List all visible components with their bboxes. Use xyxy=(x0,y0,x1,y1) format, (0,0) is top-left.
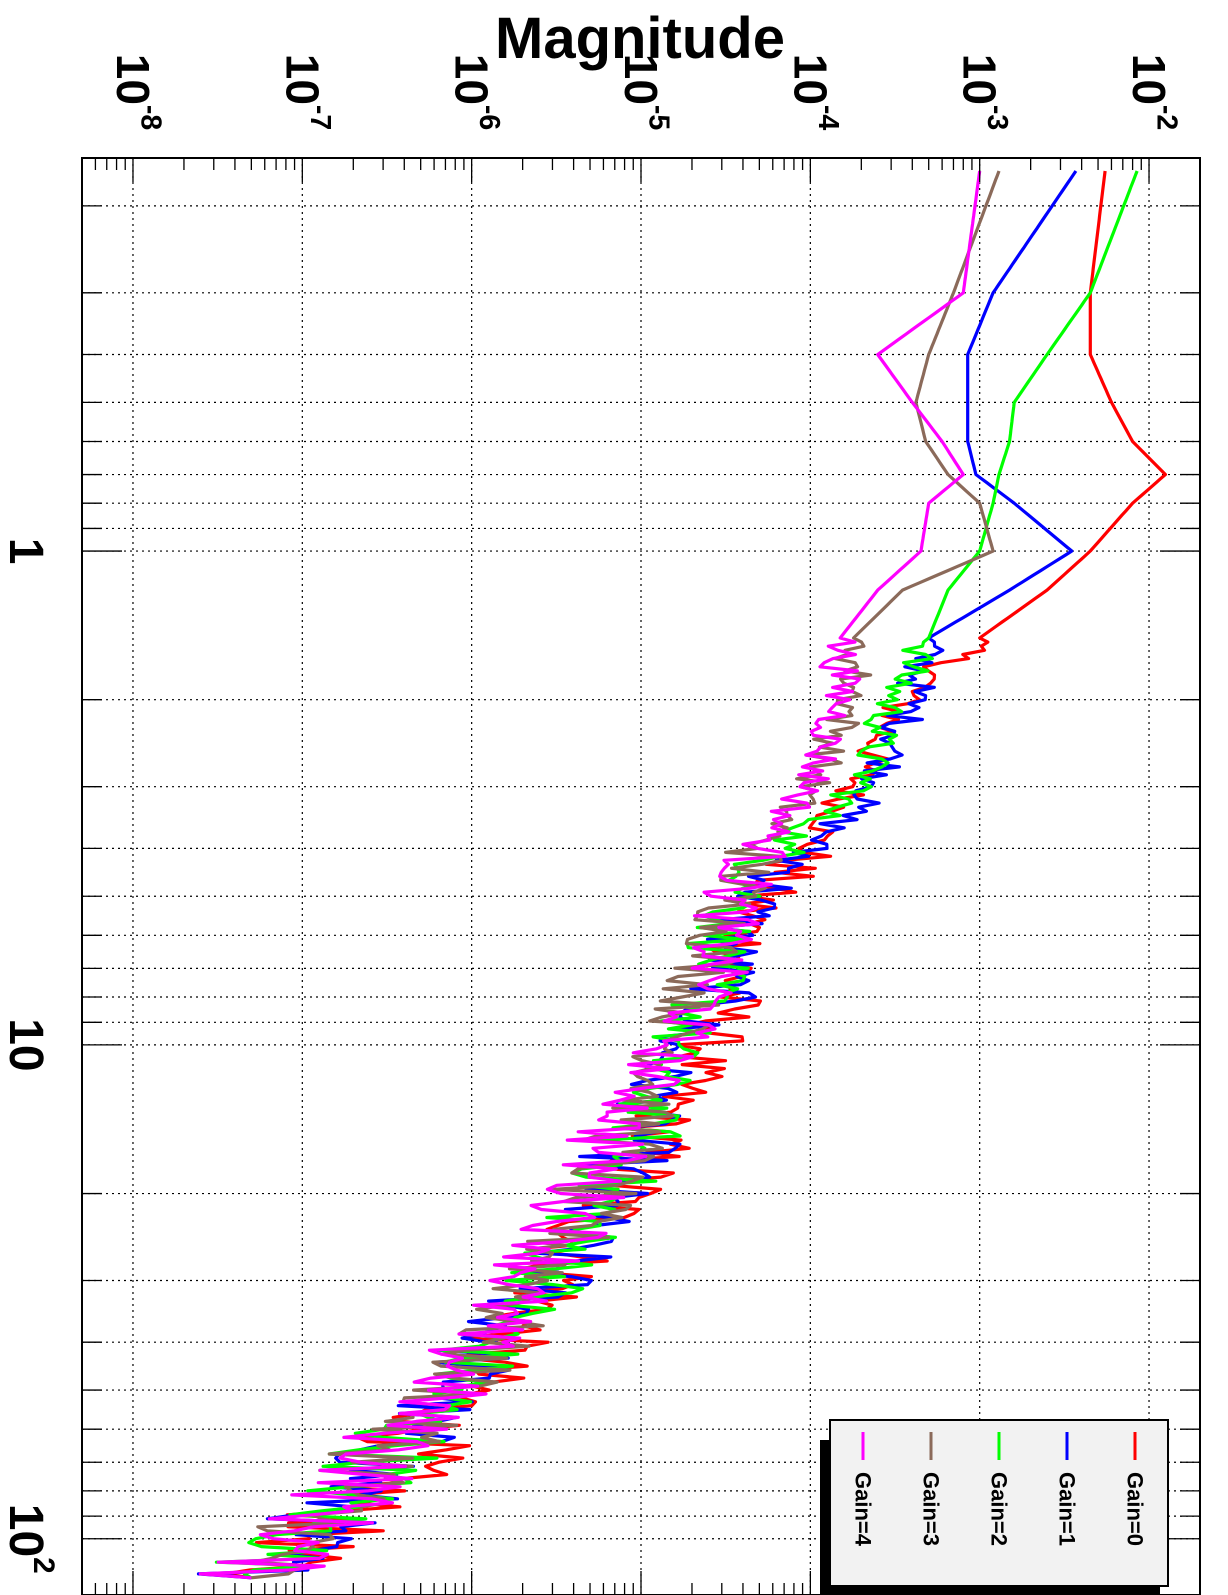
legend: Gain=0 Gain=1 Gain=2 Gain=3 Gain=4 xyxy=(820,1419,1169,1595)
tick-label-magnitude: 10-3 xyxy=(954,54,1013,131)
tick-label-frequency: 10 xyxy=(0,1018,53,1071)
tick-label-mantissa: 10 xyxy=(0,1504,53,1557)
tick-label-magnitude-text: 10-6 xyxy=(446,54,505,131)
tick-label-exponent: -2 xyxy=(1151,105,1183,130)
series-layer xyxy=(196,170,1168,1580)
tick-label-magnitude-text: 10-3 xyxy=(954,54,1013,131)
legend-label: Gain=4 xyxy=(851,1472,876,1547)
tick-label-magnitude-text: 10-8 xyxy=(107,54,166,131)
tick-label-frequency: 1 xyxy=(0,538,53,565)
tick-label-magnitude: 10-8 xyxy=(107,54,166,131)
tick-label-mantissa: 10 xyxy=(0,1018,53,1071)
legend-label: Gain=0 xyxy=(1123,1472,1148,1546)
tick-label-mantissa: 10 xyxy=(954,54,1006,105)
series-line-gain-4 xyxy=(198,170,982,1580)
tick-label-mantissa: 10 xyxy=(784,54,836,105)
tick-label-magnitude-text: 10-7 xyxy=(276,54,335,131)
tick-label-magnitude-text: 10-2 xyxy=(1123,54,1182,131)
tick-label-magnitude-text: 10-4 xyxy=(784,54,843,131)
tick-label-frequency-text: 10 xyxy=(0,1018,53,1071)
series-line-gain-0 xyxy=(223,170,1168,1580)
legend-entry: Gain=2 xyxy=(987,1472,1012,1546)
tick-label-mantissa: 10 xyxy=(276,54,328,105)
tick-label-magnitude: 10-5 xyxy=(615,54,674,131)
legend-label: Gain=3 xyxy=(919,1472,944,1546)
legend-label: Gain=2 xyxy=(987,1472,1012,1546)
tick-label-exponent: -6 xyxy=(473,105,505,130)
tick-label-mantissa: 10 xyxy=(446,54,498,105)
tick-label-exponent: -4 xyxy=(812,105,844,130)
tick-label-mantissa: 10 xyxy=(107,54,159,105)
tick-label-frequency-text: 102 xyxy=(0,1504,61,1574)
legend-entry: Gain=4 xyxy=(851,1472,876,1547)
tick-label-mantissa: 1 xyxy=(0,538,53,565)
tick-label-exponent: -3 xyxy=(981,105,1013,130)
tick-label-frequency: 102 xyxy=(0,1504,61,1574)
tick-label-frequency-text: 1 xyxy=(0,538,53,565)
legend-label: Gain=1 xyxy=(1055,1472,1080,1546)
legend-entry: Gain=0 xyxy=(1123,1472,1148,1546)
tick-label-mantissa: 10 xyxy=(615,54,667,105)
legend-entry: Gain=1 xyxy=(1055,1472,1080,1546)
tick-label-exponent: 2 xyxy=(28,1557,61,1574)
tick-label-exponent: -8 xyxy=(134,105,166,130)
tick-label-mantissa: 10 xyxy=(1123,54,1175,105)
tick-label-magnitude-text: 10-5 xyxy=(615,54,674,131)
legend-entry: Gain=3 xyxy=(919,1472,944,1546)
tick-label-exponent: -5 xyxy=(642,105,674,130)
tick-label-magnitude: 10-2 xyxy=(1123,54,1182,131)
y-axis-title: Magnitude xyxy=(495,6,785,71)
tick-label-magnitude: 10-6 xyxy=(446,54,505,131)
tick-label-exponent: -7 xyxy=(304,105,336,130)
tick-label-magnitude: 10-7 xyxy=(276,54,335,131)
tick-label-magnitude: 10-4 xyxy=(784,54,843,131)
